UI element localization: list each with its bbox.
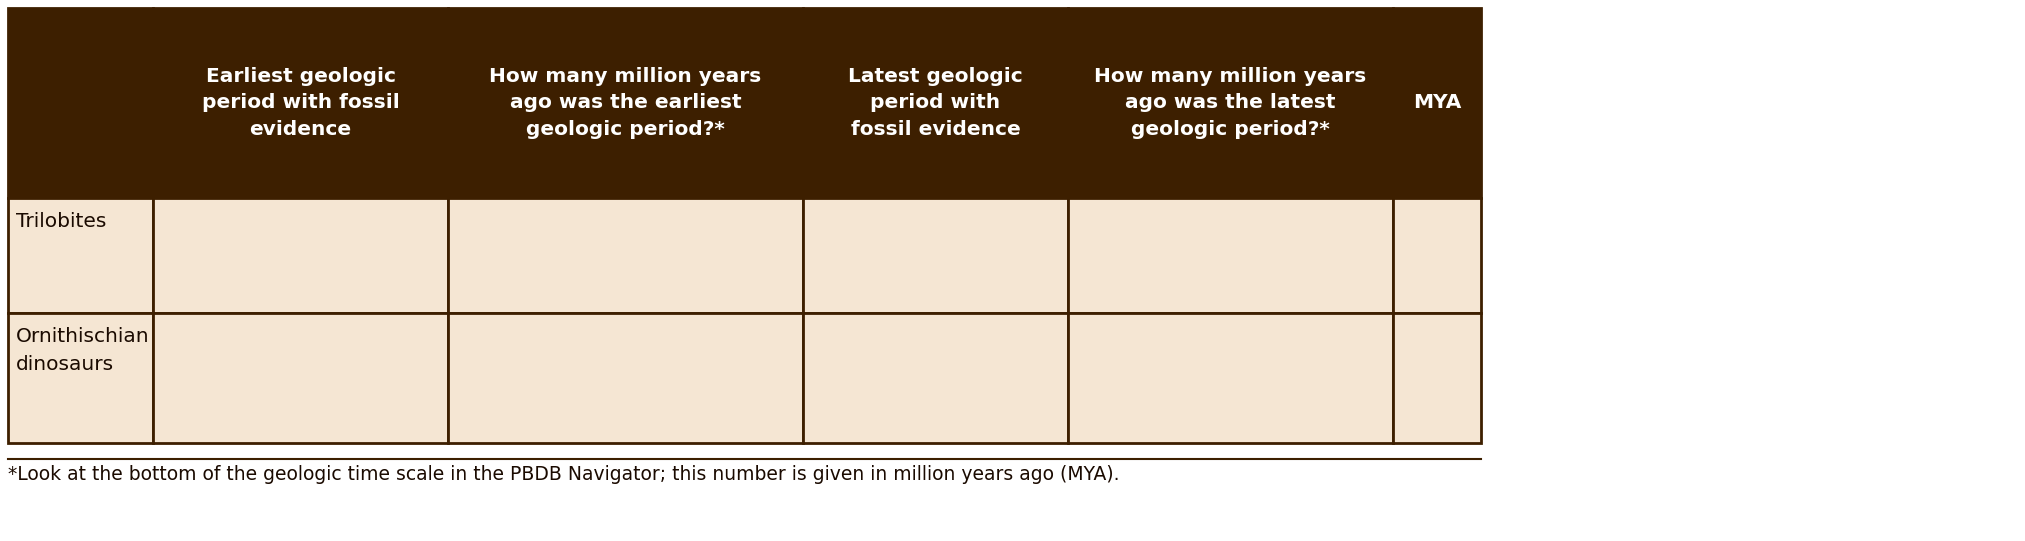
Bar bbox=[8, 198, 154, 313]
Bar bbox=[1067, 198, 1393, 313]
Bar bbox=[448, 8, 804, 198]
Text: Ornithischian
dinosaurs: Ornithischian dinosaurs bbox=[16, 327, 150, 374]
Bar bbox=[804, 198, 1067, 313]
Bar bbox=[154, 313, 448, 443]
Text: MYA: MYA bbox=[1413, 94, 1462, 113]
Bar bbox=[1393, 198, 1480, 313]
Bar bbox=[804, 8, 1067, 198]
Bar bbox=[154, 8, 448, 198]
Bar bbox=[154, 198, 448, 313]
Text: Earliest geologic
period with fossil
evidence: Earliest geologic period with fossil evi… bbox=[202, 67, 399, 139]
Text: *Look at the bottom of the geologic time scale in the PBDB Navigator; this numbe: *Look at the bottom of the geologic time… bbox=[8, 465, 1120, 484]
Bar bbox=[1393, 313, 1480, 443]
Bar bbox=[8, 313, 154, 443]
Bar bbox=[8, 8, 154, 198]
Bar bbox=[448, 198, 804, 313]
Bar bbox=[1067, 8, 1393, 198]
Bar bbox=[1393, 8, 1480, 198]
Text: Latest geologic
period with
fossil evidence: Latest geologic period with fossil evide… bbox=[848, 67, 1023, 139]
Text: How many million years
ago was the earliest
geologic period?*: How many million years ago was the earli… bbox=[490, 67, 761, 139]
Text: Trilobites: Trilobites bbox=[16, 212, 107, 231]
Text: How many million years
ago was the latest
geologic period?*: How many million years ago was the lates… bbox=[1094, 67, 1367, 139]
Bar bbox=[448, 313, 804, 443]
Bar bbox=[804, 313, 1067, 443]
Bar bbox=[1067, 313, 1393, 443]
